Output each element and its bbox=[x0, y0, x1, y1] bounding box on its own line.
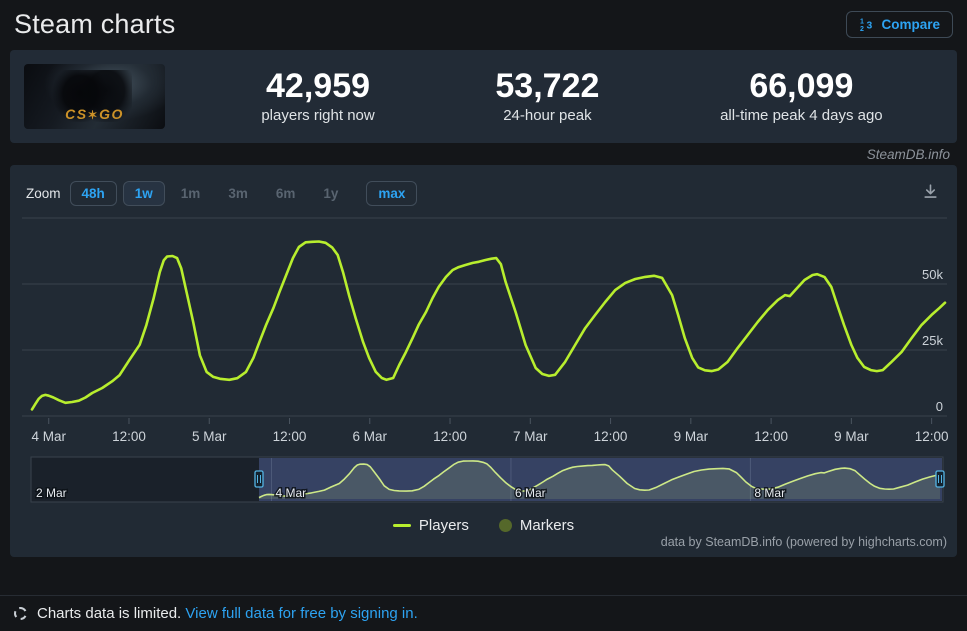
navigator-date-label: 8 Mar bbox=[754, 486, 785, 500]
csgo-star-icon: ✶ bbox=[87, 108, 100, 122]
stats-list: 42,959 players right now 53,722 24-hour … bbox=[201, 66, 943, 125]
stat-value: 66,099 bbox=[749, 66, 854, 105]
compare-button-label: Compare bbox=[881, 17, 940, 32]
page-header: Steam charts 1 2 3 Compare bbox=[0, 0, 967, 50]
navigator-date-label: 6 Mar bbox=[515, 486, 546, 500]
chart-panel: Zoom 48h 1w 1m 3m 6m 1y max 0 25k 50k 4 Mar… bbox=[10, 165, 957, 557]
svg-text:12:00: 12:00 bbox=[915, 429, 949, 444]
zoom-button-3m: 3m bbox=[218, 182, 258, 205]
svg-text:5 Mar: 5 Mar bbox=[192, 429, 227, 444]
legend-label: Players bbox=[418, 517, 469, 534]
chart-toolbar: Zoom 48h 1w 1m 3m 6m 1y max bbox=[10, 178, 957, 208]
download-icon bbox=[924, 184, 937, 198]
svg-text:12:00: 12:00 bbox=[594, 429, 628, 444]
download-chart-button[interactable] bbox=[920, 181, 941, 205]
dashed-circle-icon bbox=[14, 607, 27, 620]
zoom-label: Zoom bbox=[26, 185, 61, 201]
limited-data-banner: Charts data is limited. View full data f… bbox=[0, 595, 967, 631]
stat-label: all-time peak 4 days ago bbox=[720, 107, 883, 125]
navigator-date-label: 2 Mar bbox=[36, 486, 67, 500]
stat-value: 42,959 bbox=[266, 66, 371, 105]
chart-navigator[interactable]: 2 Mar 4 Mar 6 Mar 8 Mar bbox=[10, 456, 957, 503]
players-chart[interactable]: 0 25k 50k 4 Mar 12:00 5 Mar 12:00 6 Mar 12:00 7 M… bbox=[10, 213, 957, 451]
stat-label: 24-hour peak bbox=[503, 107, 592, 125]
svg-text:2: 2 bbox=[860, 26, 864, 32]
zoom-button-48h[interactable]: 48h bbox=[69, 180, 117, 206]
legend-item-markers[interactable]: Markers bbox=[498, 517, 575, 534]
svg-text:12:00: 12:00 bbox=[754, 429, 788, 444]
zoom-button-6m: 6m bbox=[266, 182, 306, 205]
zoom-button-1w[interactable]: 1w bbox=[122, 180, 165, 206]
stat-24h-peak: 53,722 24-hour peak bbox=[495, 66, 600, 125]
compare-numbers-icon: 1 2 3 bbox=[860, 19, 873, 32]
compare-button[interactable]: 1 2 3 Compare bbox=[846, 11, 953, 38]
stat-players-now: 42,959 players right now bbox=[261, 66, 375, 125]
svg-text:9 Mar: 9 Mar bbox=[674, 429, 709, 444]
stat-alltime-peak: 66,099 all-time peak 4 days ago bbox=[720, 66, 883, 125]
svg-text:25k: 25k bbox=[922, 333, 943, 348]
page-title: Steam charts bbox=[14, 9, 176, 39]
svg-text:1: 1 bbox=[860, 19, 864, 26]
navigator-date-label: 4 Mar bbox=[275, 486, 306, 500]
zoom-button-1y: 1y bbox=[313, 182, 348, 205]
svg-text:6 Mar: 6 Mar bbox=[353, 429, 388, 444]
stats-panel: CS✶GO 42,959 players right now 53,722 24… bbox=[10, 50, 957, 143]
csgo-logo: CS✶GO bbox=[65, 106, 124, 122]
svg-text:7 Mar: 7 Mar bbox=[513, 429, 548, 444]
markers-dot-swatch bbox=[498, 519, 512, 532]
svg-text:12:00: 12:00 bbox=[273, 429, 307, 444]
game-art bbox=[52, 70, 132, 122]
limited-data-text: Charts data is limited. bbox=[37, 605, 182, 622]
svg-text:12:00: 12:00 bbox=[433, 429, 467, 444]
navigator-right-handle bbox=[935, 470, 945, 488]
chart-legend: Players Markers bbox=[10, 517, 957, 534]
svg-text:12:00: 12:00 bbox=[112, 429, 146, 444]
game-capsule-image[interactable]: CS✶GO bbox=[24, 64, 165, 129]
svg-text:50k: 50k bbox=[922, 267, 943, 282]
chart-credits[interactable]: data by SteamDB.info (powered by highcha… bbox=[660, 535, 947, 549]
svg-text:0: 0 bbox=[936, 399, 943, 414]
svg-text:9 Mar: 9 Mar bbox=[834, 429, 869, 444]
players-line-swatch bbox=[392, 524, 411, 527]
zoom-button-max[interactable]: max bbox=[366, 180, 418, 206]
zoom-button-1m: 1m bbox=[171, 182, 211, 205]
sign-in-link[interactable]: View full data for free by signing in. bbox=[185, 605, 418, 622]
legend-label: Markers bbox=[519, 517, 575, 534]
svg-text:3: 3 bbox=[867, 20, 873, 31]
legend-item-players[interactable]: Players bbox=[392, 517, 469, 534]
stat-label: players right now bbox=[261, 107, 375, 125]
svg-text:4 Mar: 4 Mar bbox=[31, 429, 66, 444]
stat-value: 53,722 bbox=[495, 66, 600, 105]
navigator-left-handle bbox=[254, 470, 264, 488]
steamdb-watermark: SteamDB.info bbox=[866, 147, 950, 162]
